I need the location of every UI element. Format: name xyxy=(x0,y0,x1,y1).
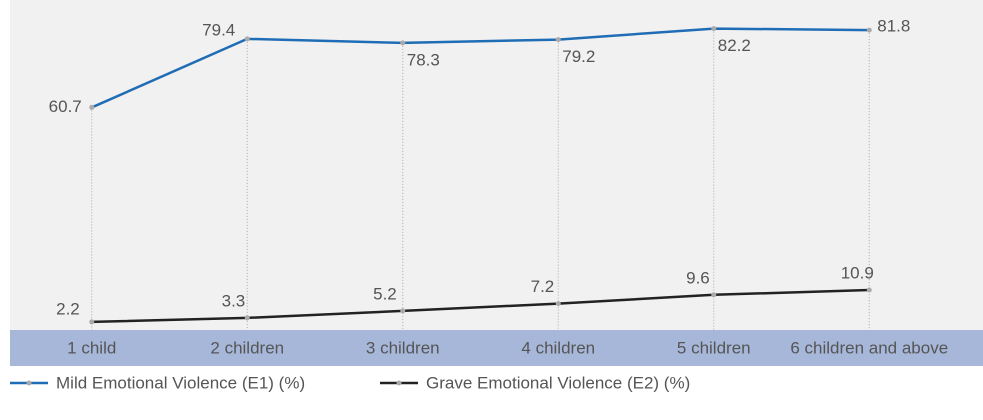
x-tick-label: 5 children xyxy=(677,338,751,357)
data-label: 79.4 xyxy=(202,20,235,39)
x-tick-label: 4 children xyxy=(521,338,595,357)
x-tick-label: 2 children xyxy=(210,338,284,357)
point xyxy=(89,319,95,325)
data-label: 79.2 xyxy=(562,47,595,66)
data-label: 3.3 xyxy=(222,291,246,310)
x-tick-label: 6 children and above xyxy=(790,338,948,357)
data-label: 60.7 xyxy=(49,97,82,116)
data-label: 7.2 xyxy=(531,277,555,296)
data-label: 10.9 xyxy=(841,264,874,283)
legend-marker xyxy=(26,380,32,386)
legend-label: Mild Emotional Violence (E1) (%) xyxy=(56,373,305,392)
legend-label: Grave Emotional Violence (E2) (%) xyxy=(426,373,690,392)
data-label: 2.2 xyxy=(56,299,80,318)
point xyxy=(555,301,561,307)
point xyxy=(711,292,717,298)
point xyxy=(89,104,95,110)
x-tick-label: 1 child xyxy=(67,338,116,357)
legend-marker xyxy=(396,380,402,386)
point xyxy=(400,308,406,314)
point xyxy=(555,37,561,43)
point xyxy=(244,315,250,321)
point xyxy=(866,27,872,33)
x-tick-label: 3 children xyxy=(366,338,440,357)
data-label: 82.2 xyxy=(718,36,751,55)
data-label: 78.3 xyxy=(407,50,440,69)
plot-background xyxy=(10,0,983,330)
data-label: 81.8 xyxy=(877,17,910,36)
data-label: 5.2 xyxy=(373,284,397,303)
series-line xyxy=(91,288,870,324)
point xyxy=(711,26,717,32)
category-band xyxy=(10,330,983,366)
data-label: 9.6 xyxy=(686,268,710,287)
point xyxy=(866,287,872,293)
point xyxy=(400,40,406,46)
series-line xyxy=(91,27,870,109)
point xyxy=(244,36,250,42)
